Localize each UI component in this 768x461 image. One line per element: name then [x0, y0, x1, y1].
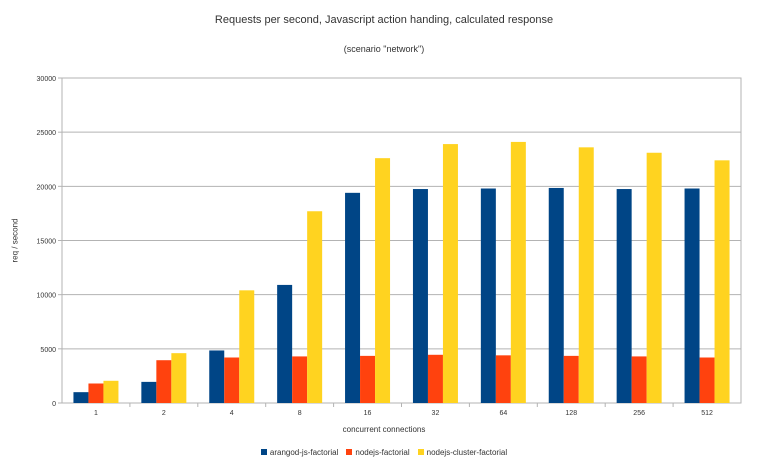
bar-nodejs-cluster-factorial-4	[239, 290, 255, 403]
bar-nodejs-cluster-factorial-64	[510, 141, 526, 403]
bar-nodejs-cluster-factorial-1	[103, 380, 119, 403]
bar-arangod-js-factorial-8	[277, 284, 293, 403]
bar-arangod-js-factorial-256	[616, 189, 632, 403]
bar-arangod-js-factorial-16	[345, 192, 361, 403]
x-tick-label: 16	[364, 410, 372, 417]
legend-item: arangod-js-factorial	[260, 448, 339, 457]
legend-label: nodejs-cluster-factorial	[426, 448, 508, 457]
y-tick-label: 25000	[37, 130, 57, 137]
x-tick-label: 64	[499, 410, 507, 417]
y-tick-label: 5000	[40, 347, 56, 354]
bar-arangod-js-factorial-32	[412, 189, 428, 403]
x-tick-label: 256	[633, 410, 645, 417]
bar-nodejs-factorial-1	[88, 383, 104, 403]
bar-arangod-js-factorial-2	[141, 381, 157, 403]
bar-arangod-js-factorial-64	[480, 188, 496, 403]
bar-nodejs-cluster-factorial-16	[375, 158, 391, 403]
y-tick-label: 30000	[37, 76, 57, 83]
bar-arangod-js-factorial-1	[73, 392, 89, 403]
bar-nodejs-cluster-factorial-2	[171, 353, 187, 403]
bar-nodejs-cluster-factorial-512	[714, 160, 730, 403]
bar-nodejs-cluster-factorial-256	[646, 152, 662, 403]
legend-swatch	[260, 449, 267, 455]
bar-nodejs-factorial-64	[495, 355, 511, 403]
legend-item: nodejs-factorial	[346, 448, 410, 457]
bar-nodejs-cluster-factorial-32	[442, 144, 458, 404]
bar-nodejs-cluster-factorial-8	[307, 211, 323, 403]
x-axis-label: concurrent connections	[342, 425, 426, 434]
x-tick-label: 8	[298, 410, 302, 417]
y-tick-label: 10000	[37, 293, 57, 300]
bar-nodejs-cluster-factorial-128	[578, 147, 594, 403]
legend-swatch	[417, 449, 424, 455]
bar-arangod-js-factorial-4	[209, 350, 225, 403]
x-tick-label: 32	[432, 410, 440, 417]
y-tick-label: 15000	[37, 239, 57, 246]
bar-arangod-js-factorial-512	[684, 188, 700, 403]
bar-nodejs-factorial-32	[427, 354, 443, 403]
bar-nodejs-factorial-4	[224, 357, 240, 403]
legend-label: nodejs-factorial	[355, 448, 410, 457]
y-tick-label: 0	[52, 401, 56, 408]
bar-nodejs-factorial-8	[292, 356, 308, 403]
chart-title: Requests per second, Javascript action h…	[214, 14, 554, 26]
bar-nodejs-factorial-512	[699, 357, 715, 403]
x-tick-label: 4	[230, 410, 234, 417]
y-tick-label: 20000	[37, 184, 57, 191]
x-tick-label: 2	[162, 410, 166, 417]
legend-swatch	[346, 449, 353, 455]
chart-subtitle: (scenario "network")	[343, 44, 425, 54]
x-tick-label: 512	[701, 410, 713, 417]
x-tick-label: 1	[94, 410, 98, 417]
x-tick-label: 128	[565, 410, 577, 417]
bar-nodejs-factorial-2	[156, 360, 172, 403]
legend: arangod-js-factorial nodejs-factorial node…	[0, 448, 768, 457]
legend-label: arangod-js-factorial	[269, 448, 339, 457]
bar-arangod-js-factorial-128	[548, 187, 564, 403]
bar-nodejs-factorial-16	[360, 355, 376, 403]
bar-nodejs-factorial-128	[563, 355, 579, 403]
bar-nodejs-factorial-256	[631, 356, 647, 403]
legend-item: nodejs-cluster-factorial	[417, 448, 508, 457]
